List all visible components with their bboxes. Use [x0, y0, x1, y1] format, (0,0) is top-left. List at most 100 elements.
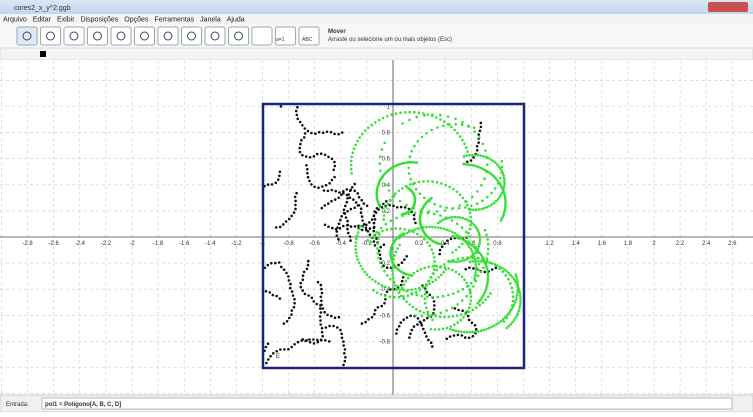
- plotted-point: [398, 236, 401, 240]
- tool-button[interactable]: [157, 26, 179, 46]
- plotted-point: [423, 114, 426, 117]
- plotted-point: [365, 273, 369, 276]
- plotted-point: [487, 156, 490, 160]
- plotted-point: [439, 214, 442, 217]
- plotted-point: [394, 112, 398, 115]
- menu-item[interactable]: Editar: [33, 17, 52, 24]
- plotted-point: [308, 338, 311, 341]
- plotted-point: [395, 328, 399, 331]
- color-swatch[interactable]: [40, 51, 46, 57]
- plotted-point: [312, 342, 316, 345]
- plotted-point: [435, 181, 439, 184]
- tool-button[interactable]: [298, 26, 320, 46]
- plotted-point: [408, 110, 412, 114]
- plotted-point: [491, 159, 495, 163]
- plotted-point: [307, 259, 310, 263]
- plotted-point: [320, 291, 324, 295]
- plotted-point: [466, 218, 469, 222]
- plotted-point: [391, 273, 394, 276]
- plotted-point: [302, 270, 306, 274]
- polygon[interactable]: [261, 102, 526, 370]
- plotted-point: [393, 295, 396, 299]
- plotted-point: [453, 235, 457, 238]
- plotted-point: [292, 305, 296, 309]
- plotted-point: [471, 240, 475, 243]
- plotted-point: [383, 301, 386, 305]
- tool-button[interactable]: [134, 26, 155, 46]
- plotted-point: [335, 230, 339, 233]
- plotted-point: [517, 309, 520, 313]
- plotted-point: [289, 282, 292, 286]
- plotted-point: [306, 129, 310, 133]
- input-field[interactable]: [41, 397, 733, 410]
- plotted-point: [406, 294, 410, 298]
- plotted-point: [384, 222, 388, 226]
- plotted-point: [400, 279, 404, 283]
- plotted-point: [468, 266, 471, 270]
- plotted-point: [302, 136, 306, 139]
- plotted-point: [453, 307, 457, 310]
- tool-button[interactable]: [40, 26, 61, 46]
- tool-button[interactable]: [228, 26, 249, 46]
- plotted-point: [458, 245, 461, 249]
- plotted-point: [503, 179, 506, 182]
- menu-item[interactable]: Ajuda: [227, 17, 245, 24]
- plotted-point: [468, 245, 471, 248]
- menu-item[interactable]: Arquivo: [3, 17, 27, 24]
- tool-button[interactable]: [87, 26, 108, 46]
- plotted-point: [466, 243, 470, 246]
- plotted-point: [306, 263, 310, 267]
- plotted-point: [422, 319, 426, 322]
- plotted-point: [264, 290, 268, 293]
- plotted-point: [504, 201, 507, 205]
- plotted-point: [481, 199, 484, 202]
- plotted-point: [389, 219, 393, 222]
- x-axis-label: 2.2: [676, 241, 685, 247]
- tool-button[interactable]: [204, 26, 226, 46]
- plotted-point: [371, 235, 375, 239]
- plotted-point: [346, 210, 349, 213]
- tool-button[interactable]: [275, 26, 296, 46]
- plotted-point: [466, 160, 469, 164]
- plotted-point: [321, 185, 324, 188]
- plotted-point: [417, 111, 421, 114]
- plotted-point: [482, 328, 486, 332]
- plotted-point: [344, 216, 348, 219]
- plotted-point: [479, 125, 483, 129]
- plotted-point: [419, 226, 422, 230]
- style-bar: [0, 47, 753, 61]
- plotted-point: [507, 271, 511, 275]
- plotted-point: [440, 273, 443, 277]
- tool-button[interactable]: [110, 26, 132, 46]
- plotted-point: [339, 328, 342, 332]
- plotted-point: [426, 312, 430, 316]
- plotted-point: [484, 155, 488, 159]
- tool-button[interactable]: [63, 26, 85, 46]
- plotted-point: [498, 196, 501, 199]
- plotted-point: [477, 259, 480, 263]
- plotted-point: [461, 216, 465, 220]
- plotted-point: [428, 225, 431, 229]
- tool-button[interactable]: [16, 26, 38, 46]
- menu-item[interactable]: Ferramentas: [154, 17, 194, 24]
- plotted-point: [482, 154, 485, 158]
- plotted-point: [350, 172, 354, 175]
- plotted-point: [503, 184, 506, 187]
- plotted-point: [491, 262, 494, 265]
- tool-button[interactable]: [181, 26, 202, 46]
- plotted-point: [460, 237, 464, 240]
- plotted-point: [502, 174, 505, 177]
- plotted-point: [454, 329, 458, 333]
- plotted-point: [379, 169, 382, 173]
- plotted-point: [333, 132, 336, 136]
- menu-item[interactable]: Janela: [200, 17, 221, 24]
- menu-item[interactable]: Opções: [124, 17, 149, 24]
- menu-item[interactable]: Disposições: [81, 17, 119, 24]
- window-controls[interactable]: [708, 2, 748, 12]
- menu-item[interactable]: Exibir: [57, 17, 75, 24]
- plotted-point: [394, 192, 397, 195]
- plotted-point: [427, 280, 430, 283]
- plotted-point: [505, 314, 509, 317]
- tool-button[interactable]: [251, 26, 273, 46]
- plotted-point: [323, 310, 326, 314]
